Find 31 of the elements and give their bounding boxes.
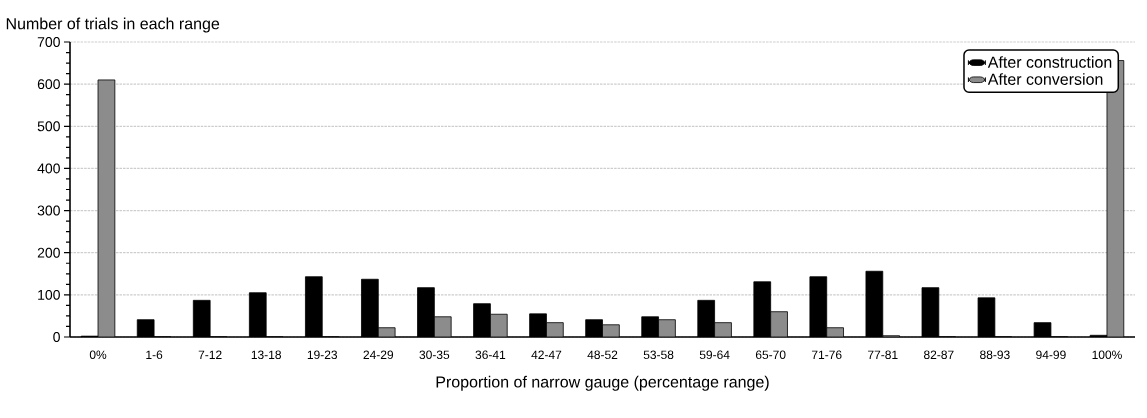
x-axis-title: Proportion of narrow gauge (percentage range) <box>436 375 769 391</box>
x-tick-label: 77-81 <box>868 350 898 360</box>
legend-label: After construction <box>987 56 1112 68</box>
x-tick-label: 13-18 <box>251 350 282 360</box>
y-tick-label: 100 <box>38 289 60 300</box>
y-tick-label: 500 <box>37 121 60 132</box>
y-axis-title: Number of trials in each range <box>6 17 220 33</box>
x-tick-label: 0% <box>89 350 107 360</box>
y-tick-label: 0 <box>53 332 60 342</box>
x-tick-label: 1-6 <box>146 350 163 360</box>
x-tick-label: 71-76 <box>811 350 842 360</box>
x-tick-label: 88-93 <box>980 350 1010 360</box>
x-tick-label: 59-64 <box>699 350 730 360</box>
x-tick-label: 48-52 <box>587 350 618 360</box>
y-tick-label: 200 <box>37 247 60 258</box>
x-tick-label: 24-29 <box>363 350 394 360</box>
y-tick-label: 400 <box>37 163 60 174</box>
legend-label: After conversion <box>987 73 1103 85</box>
x-tick-label: 19-23 <box>307 350 338 360</box>
y-tick-label: 600 <box>37 79 60 90</box>
x-tick-label: 94-99 <box>1036 350 1066 360</box>
x-tick-label: 30-35 <box>419 350 450 360</box>
x-tick-label: 36-41 <box>475 350 506 360</box>
x-tick-label: 82-87 <box>923 350 954 360</box>
x-tick-label: 65-70 <box>755 350 786 360</box>
x-tick-label: 42-47 <box>531 350 562 359</box>
y-tick-label: 700 <box>37 37 60 47</box>
x-tick-label: 100% <box>1092 350 1122 360</box>
x-tick-label: 53-58 <box>643 350 674 360</box>
x-tick-label: 7-12 <box>198 350 222 359</box>
y-tick-label: 300 <box>37 205 60 216</box>
